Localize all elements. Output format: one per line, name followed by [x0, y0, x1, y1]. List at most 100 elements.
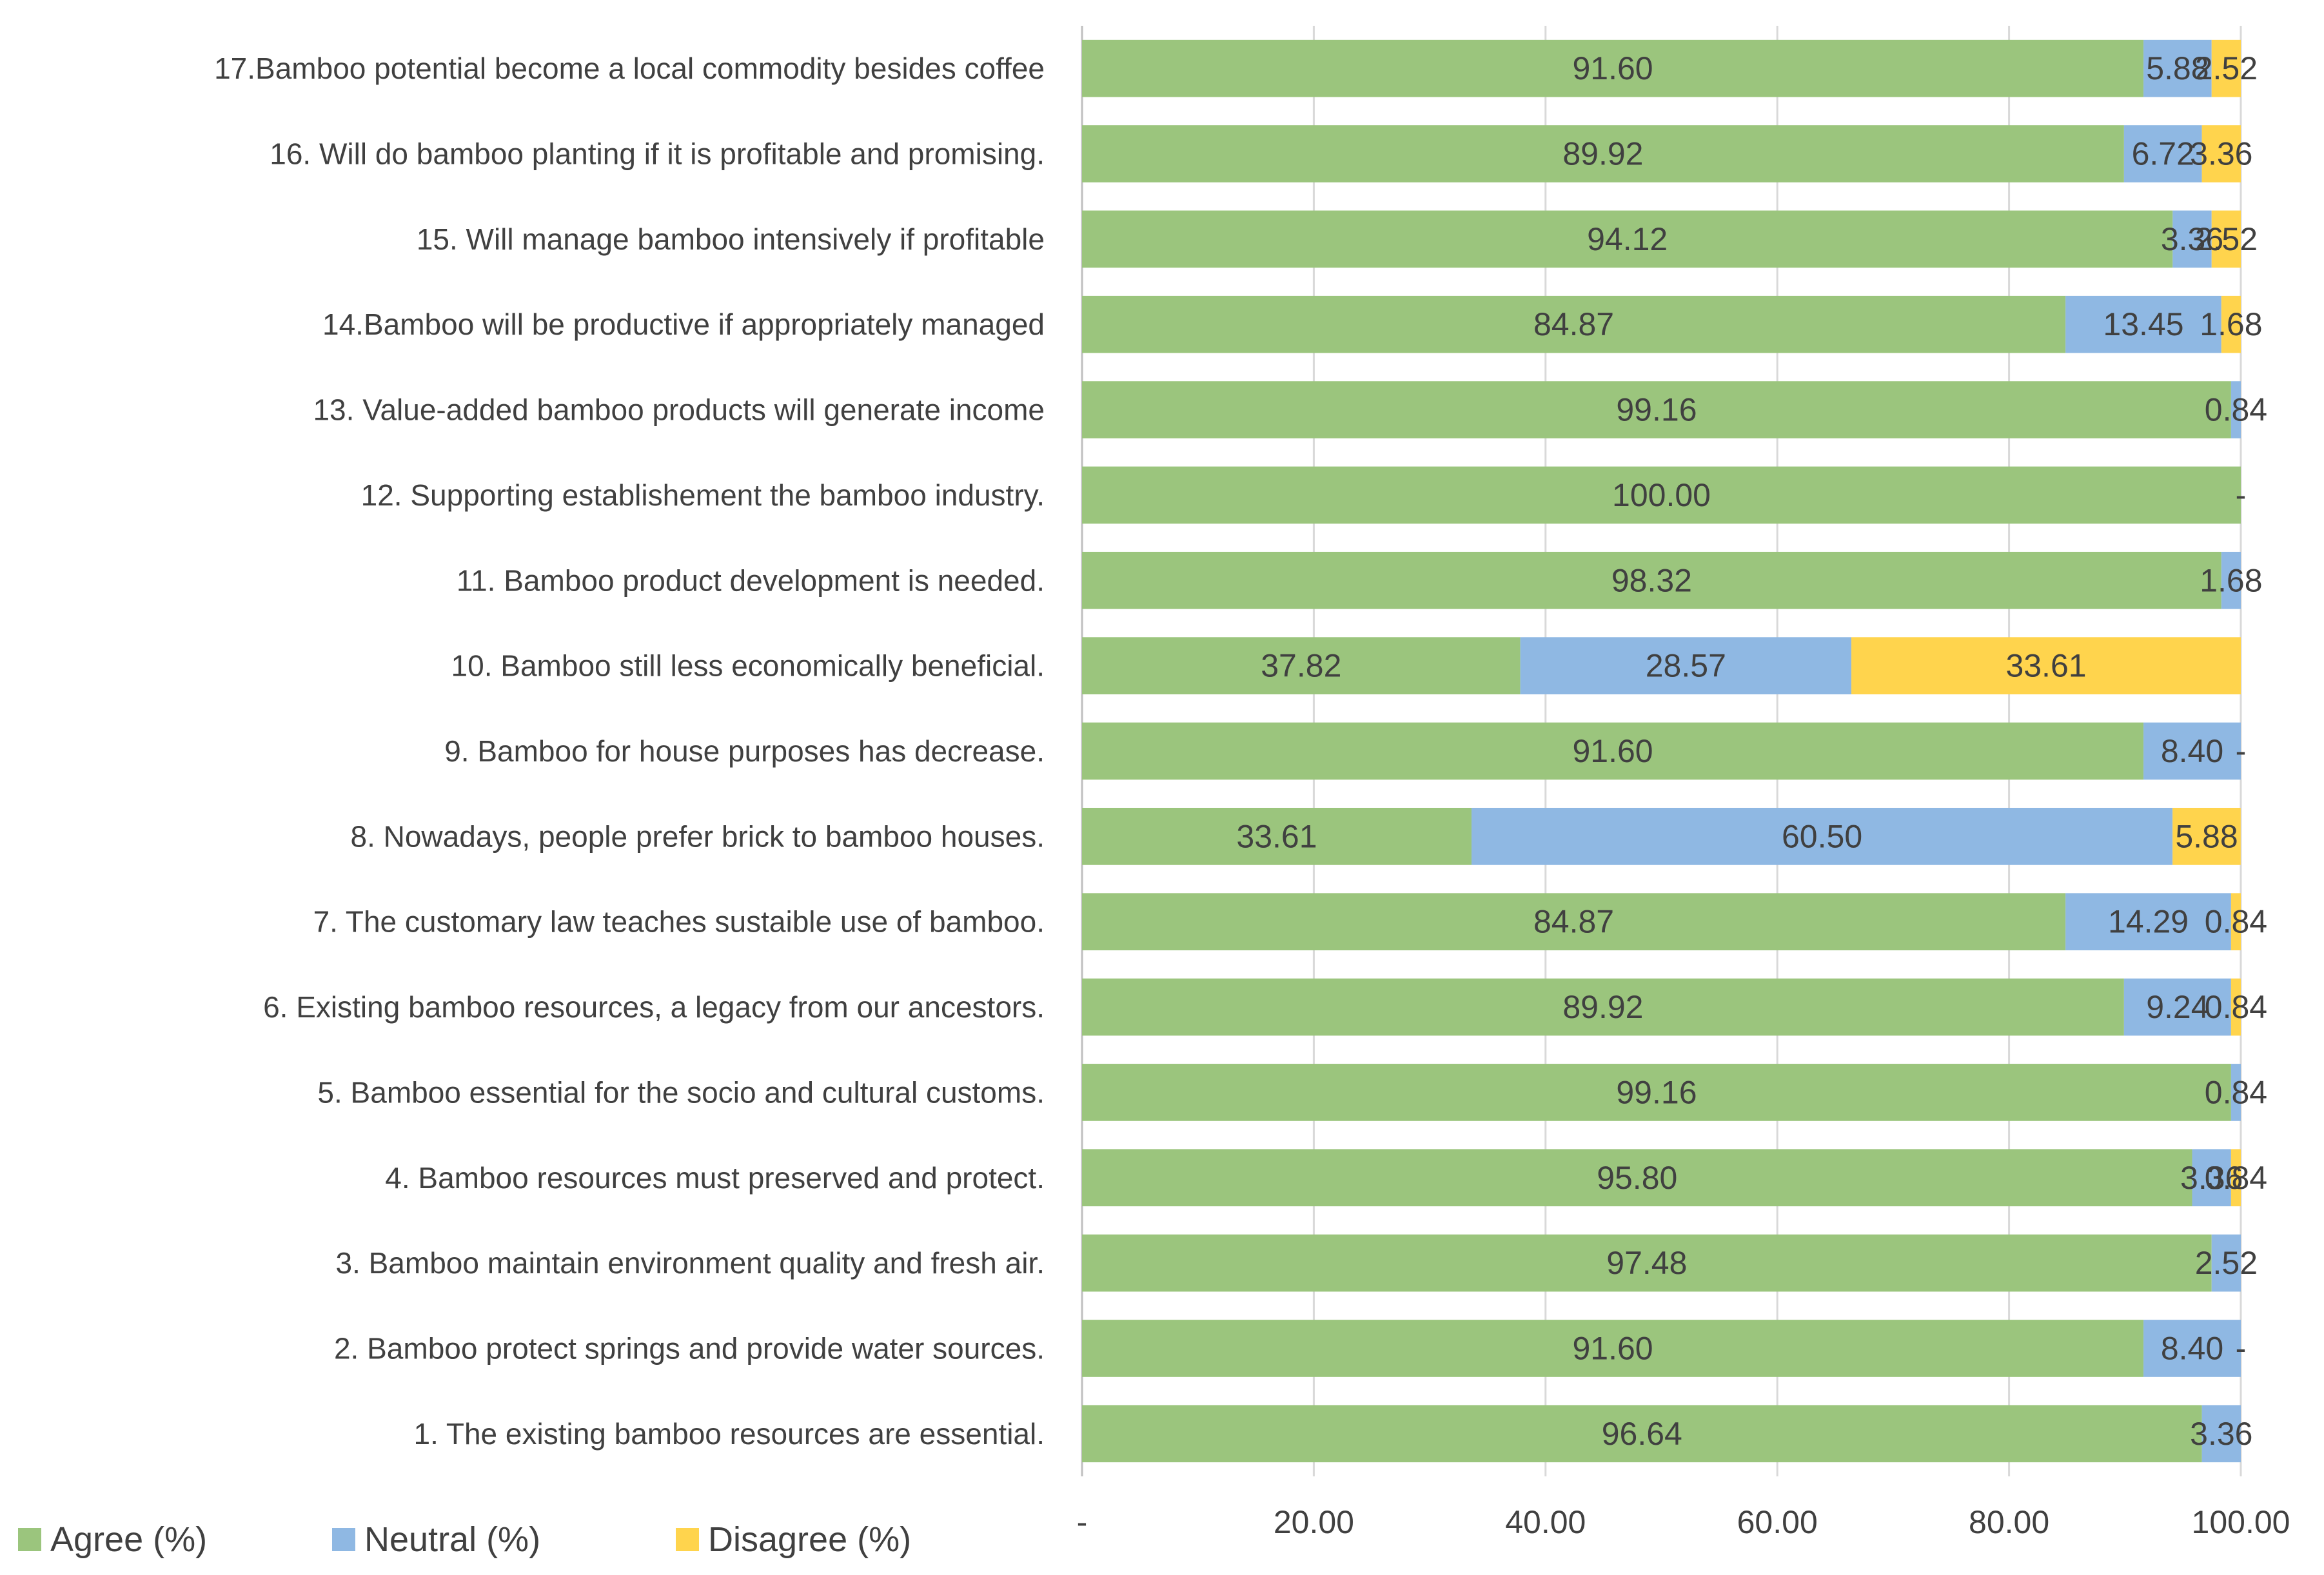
- data-label: 2.52: [2195, 1245, 2258, 1281]
- data-label: 6.72: [2132, 136, 2194, 172]
- category-label: 4. Bamboo resources must preserved and p…: [385, 1161, 1045, 1195]
- data-label: 84.87: [1533, 904, 1614, 940]
- data-label: 96.64: [1602, 1416, 1682, 1452]
- bar-neutral: [2123, 978, 2231, 1036]
- category-label: 14.Bamboo will be productive if appropri…: [322, 308, 1045, 341]
- legend-swatch-agree: [18, 1528, 41, 1551]
- data-label: 0.84: [2205, 904, 2267, 940]
- category-label: 1. The existing bamboo resources are ess…: [414, 1417, 1045, 1451]
- bar-agree: [1082, 1064, 2231, 1121]
- bar-neutral: [2230, 381, 2241, 438]
- bar-neutral: [2221, 551, 2241, 609]
- bar-disagree: [2221, 295, 2241, 353]
- data-label: 9.24: [2146, 989, 2209, 1025]
- category-label: 16. Will do bamboo planting if it is pro…: [270, 137, 1045, 171]
- data-label: 97.48: [1606, 1245, 1687, 1281]
- data-label: 3.36: [2190, 1416, 2252, 1452]
- data-label: 91.60: [1572, 50, 1653, 86]
- bar-neutral: [2230, 1064, 2241, 1121]
- data-label: 8.40: [2161, 1330, 2223, 1366]
- x-tick-label: 20.00: [1274, 1504, 1354, 1540]
- data-label: 37.82: [1261, 648, 1341, 684]
- category-label: 3. Bamboo maintain environment quality a…: [335, 1246, 1045, 1280]
- data-label: 99.16: [1616, 1074, 1697, 1110]
- category-label: 5. Bamboo essential for the socio and cu…: [317, 1075, 1045, 1109]
- data-label: 1.68: [2200, 306, 2262, 342]
- legend-label: Neutral (%): [364, 1520, 540, 1559]
- data-label: -: [2236, 733, 2247, 769]
- bar-agree: [1082, 1234, 2212, 1292]
- x-tick-label: 80.00: [1969, 1504, 2049, 1540]
- legend-swatch-neutral: [332, 1528, 355, 1551]
- bar-neutral: [2123, 125, 2202, 182]
- x-tick-label: 60.00: [1737, 1504, 1818, 1540]
- data-label: 0.84: [2205, 1160, 2267, 1196]
- bar-agree: [1082, 978, 2124, 1036]
- legend: Agree (%) Neutral (%) Disagree (%): [18, 1520, 911, 1559]
- data-label: 60.50: [1782, 818, 1862, 854]
- bar-agree: [1082, 125, 2124, 182]
- bar-disagree: [2172, 808, 2241, 865]
- data-label: 3.36: [2180, 1160, 2243, 1196]
- bar-agree: [1082, 1320, 2144, 1377]
- data-label: 99.16: [1616, 392, 1697, 428]
- data-label: 5.88: [2146, 50, 2209, 86]
- category-label: 11. Bamboo product development is needed…: [457, 563, 1045, 597]
- category-label: 2. Bamboo protect springs and provide wa…: [334, 1331, 1045, 1365]
- bar-neutral: [2172, 210, 2212, 268]
- bar-agree: [1082, 39, 2144, 97]
- data-label: 8.40: [2161, 733, 2223, 769]
- bar-neutral: [2143, 1320, 2241, 1377]
- x-tick-label: 40.00: [1505, 1504, 1586, 1540]
- bar-agree: [1082, 381, 2231, 438]
- bar-disagree: [2230, 893, 2241, 951]
- x-tick-label: 100.00: [2192, 1504, 2290, 1540]
- data-label: 0.84: [2205, 989, 2267, 1025]
- data-label: 100.00: [1612, 477, 1711, 513]
- x-tick-label: -: [1077, 1504, 1088, 1540]
- legend-label: Agree (%): [50, 1520, 207, 1559]
- bar-neutral: [2192, 1149, 2231, 1207]
- bar-neutral: [2143, 722, 2241, 780]
- legend-swatch-disagree: [676, 1528, 699, 1551]
- bar-neutral: [2201, 1405, 2241, 1463]
- data-label: 84.87: [1533, 306, 1614, 342]
- category-label: 8. Nowadays, people prefer brick to bamb…: [350, 819, 1045, 853]
- data-label: 5.88: [2175, 818, 2238, 854]
- category-label: 15. Will manage bamboo intensively if pr…: [417, 222, 1045, 256]
- bar-agree: [1082, 893, 2066, 951]
- bar-neutral: [2143, 39, 2212, 97]
- category-label: 6. Existing bamboo resources, a legacy f…: [263, 990, 1045, 1024]
- bar-neutral: [2211, 1234, 2241, 1292]
- data-label: 2.52: [2195, 50, 2258, 86]
- category-label: 7. The customary law teaches sustaible u…: [313, 905, 1045, 939]
- bar-disagree: [1851, 637, 2241, 694]
- bar-agree: [1082, 808, 1472, 865]
- data-label: 0.84: [2205, 392, 2267, 428]
- category-label: 13. Value-added bamboo products will gen…: [313, 393, 1045, 427]
- data-label: 13.45: [2103, 306, 2183, 342]
- category-labels: 1. The existing bamboo resources are ess…: [214, 52, 1045, 1451]
- x-tick-labels: - 20.00 40.00 60.00 80.00 100.00: [1077, 1504, 2290, 1540]
- category-label: 10. Bamboo still less economically benef…: [451, 649, 1045, 683]
- bar-disagree: [2230, 1149, 2241, 1207]
- data-label: 91.60: [1572, 1330, 1653, 1366]
- category-label: 17.Bamboo potential become a local commo…: [214, 52, 1045, 85]
- data-label: 33.61: [1236, 818, 1317, 854]
- bar-agree: [1082, 551, 2221, 609]
- legend-label: Disagree (%): [708, 1520, 911, 1559]
- data-label: 2.52: [2195, 221, 2258, 257]
- data-label: -: [2236, 477, 2247, 513]
- data-label: 3.36: [2190, 136, 2252, 172]
- bar-agree: [1082, 722, 2144, 780]
- data-label: 0.84: [2205, 1074, 2267, 1110]
- data-label: 3.36: [2161, 221, 2223, 257]
- bar-agree: [1082, 295, 2066, 353]
- category-label: 12. Supporting establishement the bamboo…: [361, 478, 1045, 512]
- bar-agree: [1082, 1149, 2192, 1207]
- bar-agree: [1082, 1405, 2202, 1463]
- bar-disagree: [2201, 125, 2241, 182]
- data-label: 95.80: [1597, 1160, 1677, 1196]
- bar-agree: [1082, 637, 1521, 694]
